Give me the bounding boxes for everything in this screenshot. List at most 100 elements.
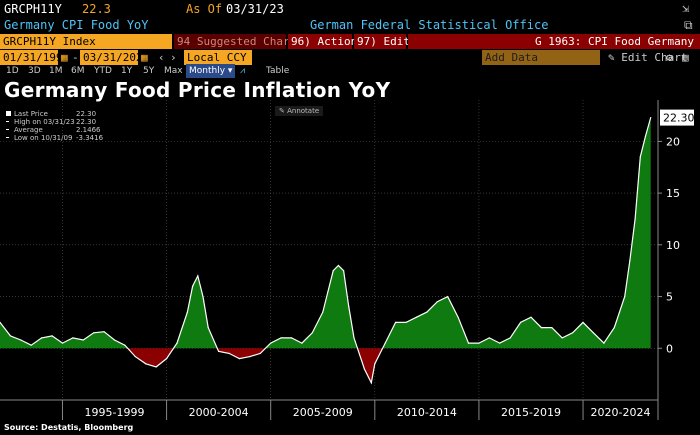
source-note: Source: Destatis, Bloomberg — [4, 423, 134, 432]
data-point — [499, 342, 501, 344]
data-point — [478, 342, 480, 344]
asof-label: As Of — [186, 2, 223, 16]
data-point — [197, 275, 199, 277]
table-button[interactable]: Table — [266, 66, 290, 76]
legend-swatch — [6, 111, 11, 116]
data-point — [290, 337, 293, 339]
data-point — [249, 356, 251, 358]
prev-arrow-icon[interactable]: ‹ — [158, 51, 165, 64]
data-point — [301, 342, 303, 344]
data-point — [374, 363, 376, 365]
data-point — [629, 259, 631, 261]
ticker: GRCPH11Y — [4, 2, 62, 16]
data-point — [0, 321, 1, 323]
data-point — [520, 321, 522, 323]
data-point — [650, 117, 652, 119]
source-org: German Federal Statistical Office — [310, 18, 549, 32]
data-point — [561, 337, 563, 339]
chart-title: Germany Food Price Inflation YoY — [4, 78, 391, 102]
data-point — [259, 352, 261, 354]
period-ytd[interactable]: YTD — [94, 66, 112, 76]
data-point — [202, 296, 204, 298]
period-3d[interactable]: 3D — [28, 66, 41, 76]
legend-item: Last Price 22.30 — [6, 110, 103, 118]
data-point — [124, 344, 126, 346]
period-1m[interactable]: 1M — [49, 66, 63, 76]
y-tick-label: 10 — [666, 239, 680, 252]
chevron-down-icon: ▾ — [253, 51, 260, 64]
period-6m[interactable]: 6M — [71, 66, 85, 76]
data-point — [457, 316, 459, 318]
legend-item: Low on 10/31/09 -3.3416 — [6, 134, 103, 142]
data-point — [353, 337, 355, 339]
annotate-button[interactable]: ✎ Annotate — [275, 106, 324, 116]
actions-button[interactable]: 96) Actions ▾ — [288, 34, 377, 49]
period-5y[interactable]: 5Y — [143, 66, 155, 76]
data-point — [644, 135, 647, 137]
x-tick-label: 1995-1999 — [85, 406, 145, 419]
suggested-charts-button[interactable]: 94 Suggested Charts — [174, 34, 303, 49]
end-date-input[interactable]: 03/31/2023 — [80, 50, 149, 65]
data-point — [624, 296, 626, 298]
data-point — [348, 306, 350, 308]
legend-swatch — [6, 121, 9, 122]
currency-select[interactable]: Local CCY ▾ — [184, 50, 260, 65]
calendar-icon[interactable]: ▦ — [141, 51, 148, 64]
security-field[interactable]: GRCPH11Y Index — [0, 34, 172, 49]
period-1d[interactable]: 1D — [6, 66, 19, 76]
start-date-input[interactable]: 01/31/1992 — [0, 50, 69, 65]
expand-icon[interactable]: ⇲ — [682, 1, 690, 15]
period-1y[interactable]: 1Y — [121, 66, 133, 76]
data-point — [228, 352, 230, 354]
data-point — [363, 368, 365, 370]
range-bar: 01/31/1992 ▦ - 03/31/2023 ▦ ‹ › Local CC… — [0, 50, 700, 65]
data-point — [572, 332, 574, 334]
data-point — [415, 316, 418, 318]
positive-area — [173, 275, 218, 349]
negative-area — [217, 348, 266, 359]
data-point — [166, 358, 168, 360]
data-point — [145, 363, 147, 365]
data-point — [634, 218, 636, 220]
data-point — [613, 327, 615, 329]
chart-settings-icon[interactable]: ▤ — [682, 51, 689, 64]
data-point — [186, 311, 188, 313]
data-point — [218, 350, 220, 352]
next-arrow-icon[interactable]: › — [170, 51, 177, 64]
period-bar: 1D 3D 1M 6M YTD 1Y 5Y Max Monthly ▾ ⩘ Ta… — [0, 64, 700, 78]
last-value: 22.3 — [82, 2, 111, 16]
data-point — [327, 290, 329, 292]
y-tick-label: 0 — [666, 342, 673, 355]
data-point — [426, 311, 428, 313]
data-point — [270, 342, 272, 344]
edit-button[interactable]: 97) Edit ▾ — [354, 34, 423, 49]
gear-icon[interactable]: ⚙ — [666, 51, 673, 64]
data-point — [155, 366, 157, 368]
edit-chart-button[interactable]: ✎ Edit Chart — [608, 51, 688, 64]
popout-icon[interactable]: ⧉ — [684, 18, 693, 32]
header-row: GRCPH11Y 22.3 As Of 03/31/23 ⇲ — [0, 0, 700, 17]
toolbar: GRCPH11Y Index 94 Suggested Charts 96) A… — [0, 34, 700, 49]
calendar-icon[interactable]: ▦ — [61, 51, 68, 64]
data-point — [20, 339, 22, 341]
data-point — [436, 301, 438, 303]
data-point — [447, 296, 449, 298]
frequency-select[interactable]: Monthly ▾ — [186, 64, 236, 78]
legend-item: High on 03/31/2322.30 — [6, 118, 103, 126]
data-point — [551, 327, 553, 329]
x-tick-label: 2010-2014 — [397, 406, 457, 419]
period-max[interactable]: Max — [164, 66, 183, 76]
data-point — [370, 382, 372, 384]
negative-area — [357, 348, 383, 383]
add-data-input[interactable]: Add Data — [482, 50, 600, 65]
x-tick-label: 2005-2009 — [293, 406, 353, 419]
data-point — [61, 342, 64, 344]
data-point — [72, 337, 74, 339]
y-tick-label: 20 — [666, 135, 680, 148]
data-point — [540, 327, 543, 329]
x-tick-label: 2015-2019 — [501, 406, 561, 419]
line-chart-icon[interactable]: ⩘ — [240, 66, 246, 76]
pencil-icon: ✎ — [279, 107, 285, 115]
data-point — [30, 344, 32, 346]
data-point — [113, 339, 116, 341]
